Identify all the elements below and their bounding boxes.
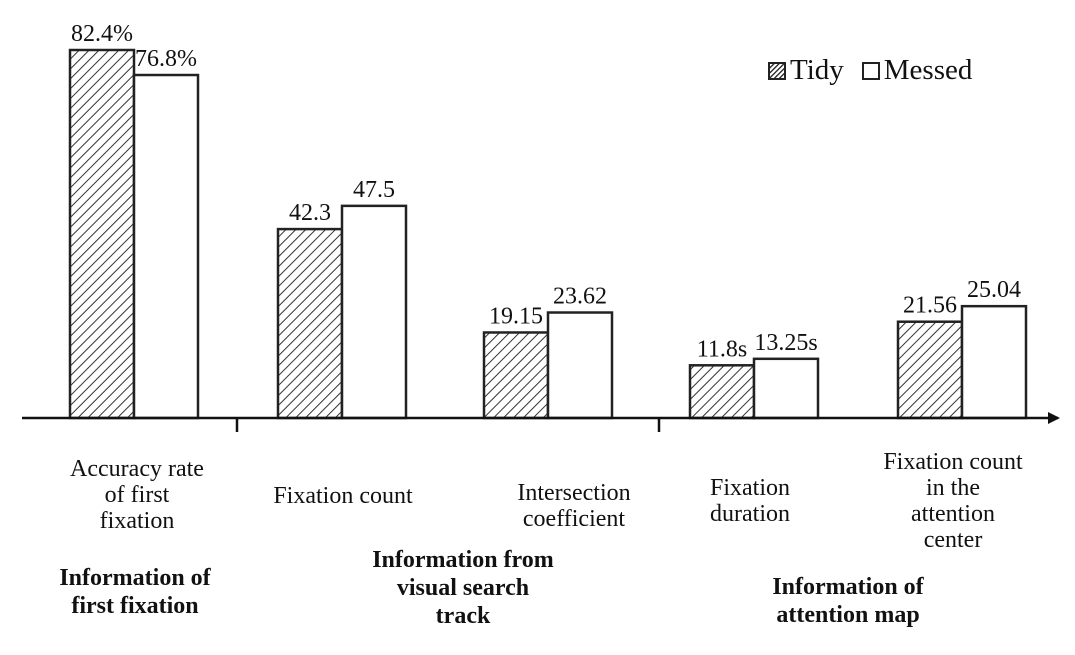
group-label-line: Information of xyxy=(772,574,924,600)
category-label-line: of first xyxy=(104,482,170,508)
category-label-line: center xyxy=(923,527,983,553)
data-label-tidy-2: 19.15 xyxy=(489,303,543,329)
category-label-fixation-count: Fixation count xyxy=(243,483,443,509)
category-label-line: duration xyxy=(710,501,790,527)
data-label-messed-0: 76.8% xyxy=(135,46,197,72)
group-label-visual-search: Information from visual search track xyxy=(343,546,583,630)
bar-messed-3 xyxy=(752,357,820,420)
data-label-messed-3: 13.25s xyxy=(754,330,817,356)
bar-tidy-0 xyxy=(68,48,136,420)
group-label-line: visual search xyxy=(396,575,530,601)
legend-label-tidy: Tidy xyxy=(790,54,844,86)
category-label-line: Fixation xyxy=(709,475,790,501)
category-label-line: fixation xyxy=(99,508,175,534)
category-label-line: Intersection xyxy=(517,480,631,506)
group-label-line: Information of xyxy=(59,565,211,591)
bar-messed-2 xyxy=(546,311,614,420)
data-label-tidy-1: 42.3 xyxy=(289,200,331,226)
group-label-line: attention map xyxy=(776,602,920,628)
group-label-attention-map: Information of attention map xyxy=(738,573,958,629)
category-label-line: in the xyxy=(926,475,980,501)
data-label-messed-2: 23.62 xyxy=(553,284,607,310)
bar-messed-1 xyxy=(340,204,408,420)
data-label-tidy-4: 21.56 xyxy=(903,293,957,319)
group-label-line: track xyxy=(435,603,491,629)
group-label-first-fixation: Information of first fixation xyxy=(25,564,245,620)
data-label-messed-4: 25.04 xyxy=(967,277,1021,303)
value-labels-layer: 82.4%76.8% 42.3 47.5 19.15 23.62 11.8s 13.25s 2… xyxy=(71,21,1021,362)
legend-label-messed: Messed xyxy=(883,54,973,86)
group-label-line: Information from xyxy=(372,547,554,573)
legend: Tidy Messed xyxy=(768,54,972,87)
category-label-line: attention xyxy=(911,501,995,527)
category-label-line: Fixation count xyxy=(883,449,1023,475)
bar-tidy-4 xyxy=(896,320,964,420)
category-label-line: Fixation count xyxy=(273,483,413,509)
bar-tidy-2 xyxy=(482,331,550,420)
category-label-line: coefficient xyxy=(522,506,626,532)
data-label-tidy-0: 82.4% xyxy=(71,21,133,47)
category-label-intersection: Intersection coefficient xyxy=(474,480,674,532)
legend-swatch-tidy xyxy=(768,61,786,80)
group-label-line: first fixation xyxy=(71,593,199,619)
category-label-line: Accuracy rate xyxy=(70,456,204,482)
bars-layer xyxy=(68,48,1028,420)
category-label-fixation-duration: Fixation duration xyxy=(660,475,840,527)
category-label-accuracy: Accuracy rate of first fixation xyxy=(42,456,232,534)
legend-swatch-messed xyxy=(861,61,880,80)
bar-tidy-3 xyxy=(688,364,756,420)
data-label-tidy-3: 11.8s xyxy=(697,336,747,362)
bar-messed-0 xyxy=(132,73,200,420)
category-label-attention-center: Fixation count in the attention center xyxy=(853,449,1053,553)
data-label-messed-1: 47.5 xyxy=(353,177,395,203)
bar-tidy-1 xyxy=(276,227,344,420)
bar-messed-4 xyxy=(960,304,1028,420)
